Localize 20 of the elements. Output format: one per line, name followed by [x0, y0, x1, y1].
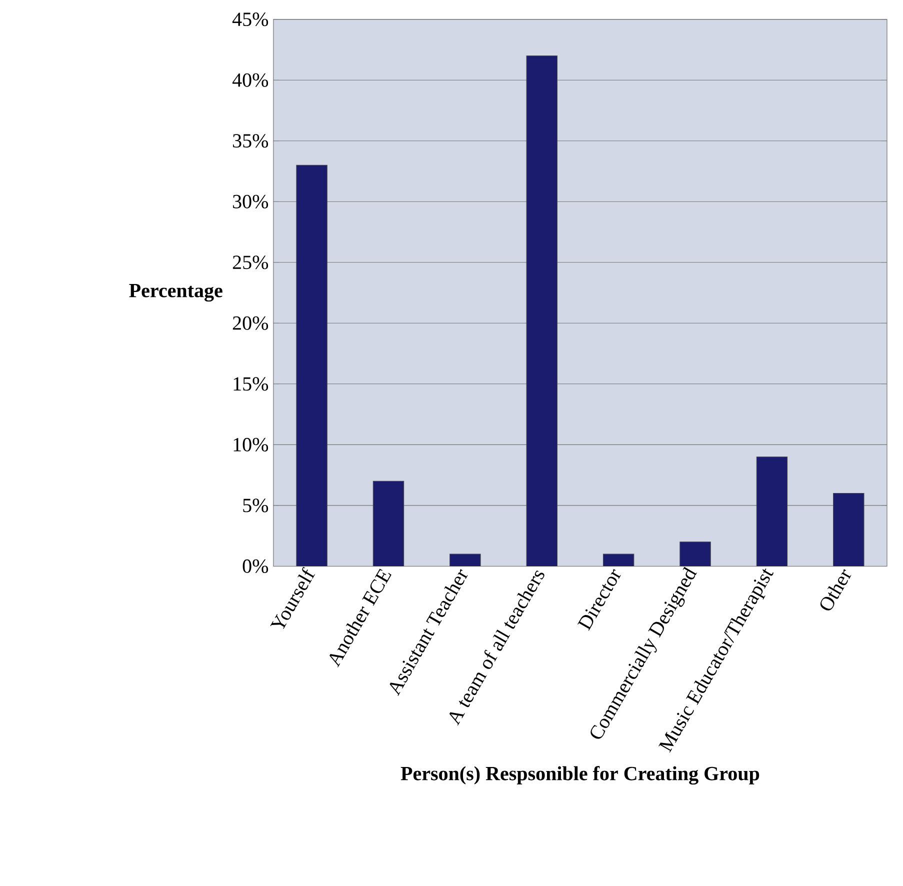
y-tick-label: 35%	[233, 134, 268, 148]
y-tick-label: 40%	[232, 73, 268, 87]
bar	[833, 492, 864, 566]
bar	[450, 554, 481, 566]
bar	[756, 456, 788, 566]
y-axis-title: Percentage	[129, 284, 222, 302]
y-tick-label: 45%	[232, 12, 268, 26]
y-tick-label: 0%	[242, 559, 268, 573]
y-tick-label: 30%	[233, 194, 268, 208]
y-tick-label: 25%	[232, 255, 268, 270]
bar	[296, 164, 328, 566]
bar	[526, 55, 558, 566]
y-tick-label: 15%	[234, 376, 268, 391]
y-tick-label: 20%	[232, 316, 268, 330]
y-tick-label: 5%	[243, 498, 268, 512]
bar	[680, 541, 711, 566]
x-axis-title: Person(s) Respsonible for Creating Group	[400, 766, 760, 784]
y-tick-label: 10%	[234, 438, 268, 452]
bar	[372, 480, 404, 566]
bar	[602, 554, 634, 566]
